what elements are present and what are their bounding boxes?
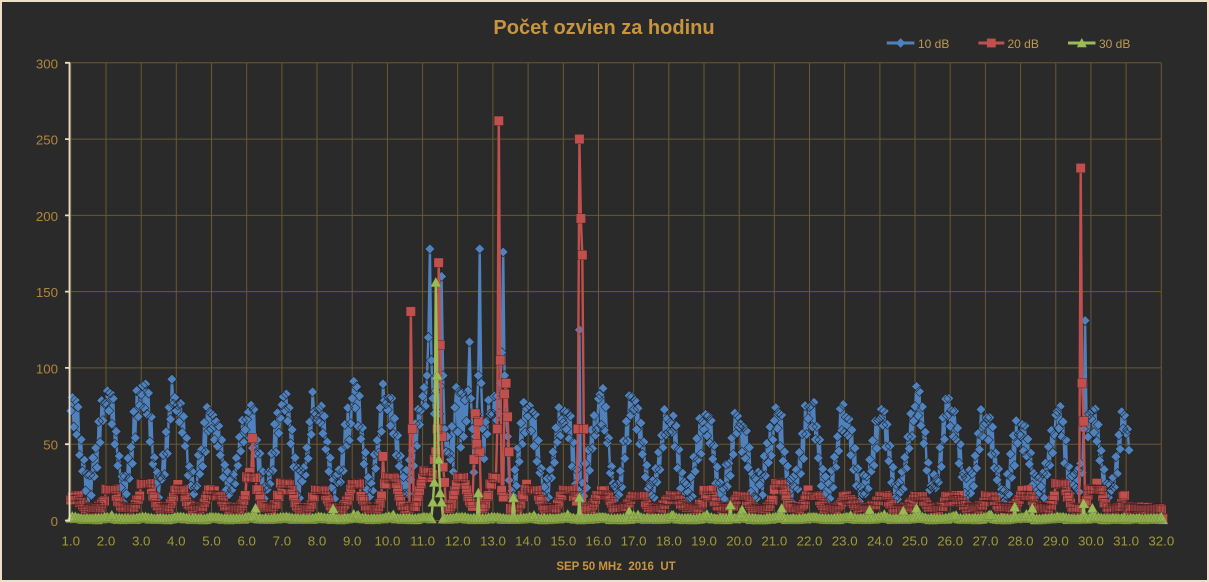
- svg-text:150: 150: [36, 285, 58, 300]
- svg-text:30.0: 30.0: [1078, 534, 1104, 549]
- svg-text:0: 0: [51, 514, 58, 529]
- svg-text:23.0: 23.0: [832, 534, 858, 549]
- svg-text:300: 300: [36, 56, 58, 71]
- svg-text:9.0: 9.0: [343, 534, 362, 549]
- svg-text:18.0: 18.0: [656, 534, 682, 549]
- svg-text:26.0: 26.0: [937, 534, 963, 549]
- svg-text:8.0: 8.0: [308, 534, 327, 549]
- svg-text:24.0: 24.0: [867, 534, 893, 549]
- svg-text:50: 50: [43, 438, 58, 453]
- svg-text:7.0: 7.0: [273, 534, 292, 549]
- svg-text:10 dB: 10 dB: [918, 37, 949, 51]
- svg-text:10.0: 10.0: [374, 534, 400, 549]
- svg-text:31.0: 31.0: [1113, 534, 1139, 549]
- svg-text:25.0: 25.0: [902, 534, 928, 549]
- svg-text:22.0: 22.0: [797, 534, 823, 549]
- svg-text:20 dB: 20 dB: [1008, 37, 1039, 51]
- svg-text:6.0: 6.0: [237, 534, 256, 549]
- svg-text:SEP 50 MHz 2016 UT: SEP 50 MHz 2016 UT: [556, 561, 675, 573]
- svg-text:4.0: 4.0: [167, 534, 186, 549]
- svg-text:16.0: 16.0: [586, 534, 612, 549]
- svg-text:5.0: 5.0: [202, 534, 221, 549]
- svg-text:17.0: 17.0: [621, 534, 647, 549]
- svg-text:28.0: 28.0: [1008, 534, 1034, 549]
- svg-text:20.0: 20.0: [726, 534, 752, 549]
- svg-text:27.0: 27.0: [972, 534, 998, 549]
- svg-text:32.0: 32.0: [1148, 534, 1174, 549]
- svg-text:1.0: 1.0: [62, 534, 81, 549]
- svg-text:13.0: 13.0: [480, 534, 506, 549]
- svg-text:3.0: 3.0: [132, 534, 151, 549]
- svg-text:Počet ozvien za hodinu: Počet ozvien za hodinu: [493, 17, 714, 39]
- svg-text:12.0: 12.0: [445, 534, 471, 549]
- svg-text:15.0: 15.0: [550, 534, 576, 549]
- svg-text:30 dB: 30 dB: [1099, 37, 1130, 51]
- svg-text:19.0: 19.0: [691, 534, 717, 549]
- svg-text:2.0: 2.0: [97, 534, 116, 549]
- svg-text:29.0: 29.0: [1043, 534, 1069, 549]
- svg-text:14.0: 14.0: [515, 534, 541, 549]
- svg-text:200: 200: [36, 209, 58, 224]
- svg-text:11.0: 11.0: [410, 534, 435, 549]
- svg-text:100: 100: [36, 361, 58, 376]
- svg-text:250: 250: [36, 133, 58, 148]
- svg-text:21.0: 21.0: [761, 534, 787, 549]
